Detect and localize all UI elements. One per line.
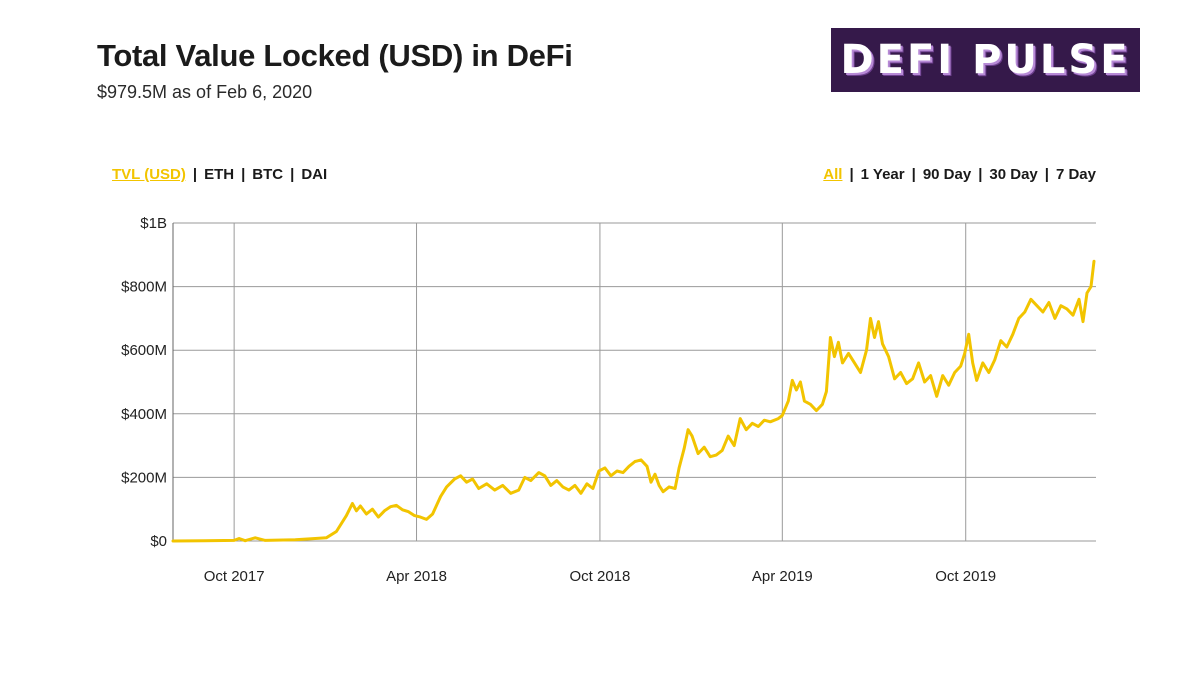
chart-title: Total Value Locked (USD) in DeFi <box>97 38 573 73</box>
tab-separator: | <box>978 166 983 183</box>
range-tab-1-year[interactable]: 1 Year <box>860 166 905 183</box>
y-tick-label: $600M <box>121 342 167 359</box>
range-tab-7-day[interactable]: 7 Day <box>1055 166 1096 183</box>
range-tabs: All | 1 Year | 90 Day | 30 Day | 7 Day <box>823 166 1096 183</box>
range-tab-30-day[interactable]: 30 Day <box>989 166 1038 183</box>
x-tick-label: Oct 2019 <box>935 568 996 585</box>
x-tick-label: Apr 2018 <box>386 568 447 585</box>
tab-separator: | <box>290 166 295 183</box>
tab-separator: | <box>849 166 854 183</box>
defi-pulse-logo: DEFI PULSE <box>831 28 1140 92</box>
x-tick-label: Apr 2019 <box>752 568 813 585</box>
tab-dai[interactable]: DAI <box>301 166 328 183</box>
range-tab-90-day[interactable]: 90 Day <box>922 166 972 183</box>
range-tab-all[interactable]: All <box>823 166 843 183</box>
y-tick-label: $800M <box>121 279 167 296</box>
logo-text: DEFI PULSE <box>840 37 1131 83</box>
y-tick-label: $400M <box>121 406 167 423</box>
tvl-series-line <box>171 259 1096 543</box>
y-tick-label: $200M <box>121 469 167 486</box>
y-tick-label: $0 <box>150 533 167 550</box>
tab-eth[interactable]: ETH <box>204 166 235 183</box>
tab-tvl-usd[interactable]: TVL (USD) <box>112 166 186 183</box>
tab-separator: | <box>192 166 198 183</box>
tab-btc[interactable]: BTC <box>252 166 284 183</box>
tab-separator: | <box>241 166 246 183</box>
y-tick-label: $1B <box>140 215 167 232</box>
x-tick-label: Oct 2017 <box>204 568 265 585</box>
chart-subtitle: $979.5M as of Feb 6, 2020 <box>97 82 313 102</box>
tab-separator: | <box>911 166 916 183</box>
metric-tabs: TVL (USD) | ETH | BTC | DAI <box>112 166 327 183</box>
x-tick-label: Oct 2018 <box>569 568 630 585</box>
tab-separator: | <box>1044 166 1049 183</box>
